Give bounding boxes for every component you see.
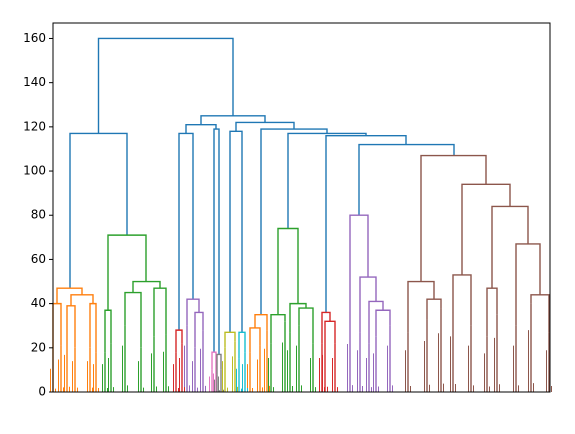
- link: [375, 309, 391, 337]
- link: [194, 311, 204, 348]
- link: [224, 331, 236, 348]
- link: [132, 280, 161, 293]
- link: [238, 331, 246, 359]
- link: [97, 37, 234, 134]
- link: [186, 298, 200, 326]
- link: [69, 132, 128, 289]
- link: [486, 287, 498, 337]
- link: [124, 291, 142, 348]
- y-tick-label: 40: [31, 296, 46, 310]
- link: [89, 302, 97, 353]
- link: [235, 121, 295, 132]
- link: [324, 320, 336, 344]
- link: [298, 307, 314, 344]
- link: [491, 205, 529, 289]
- link: [260, 128, 328, 315]
- y-tick-label: 80: [31, 208, 46, 222]
- y-tick-label: 0: [38, 385, 46, 399]
- y-tick-label: 120: [23, 119, 46, 133]
- link: [270, 313, 286, 344]
- link: [200, 115, 266, 125]
- link: [213, 128, 220, 355]
- y-tick-label: 60: [31, 252, 46, 266]
- link: [216, 353, 222, 375]
- link: [359, 276, 377, 333]
- link: [407, 280, 435, 333]
- link: [287, 132, 367, 229]
- link: [349, 214, 369, 324]
- y-tick-label: 140: [23, 75, 46, 89]
- link: [185, 123, 217, 134]
- link: [368, 300, 384, 344]
- plot-frame: [52, 22, 551, 393]
- link: [211, 351, 217, 370]
- dendrogram: [50, 37, 552, 392]
- link: [66, 305, 76, 348]
- y-tick-label: 100: [23, 164, 46, 178]
- link: [358, 143, 455, 216]
- link: [461, 183, 511, 275]
- y-tick-label: 160: [23, 31, 46, 45]
- link: [420, 154, 487, 282]
- link: [70, 294, 94, 306]
- link: [107, 234, 147, 311]
- link: [530, 294, 550, 333]
- link: [515, 243, 541, 326]
- link: [178, 132, 194, 331]
- link: [175, 329, 183, 353]
- link: [254, 313, 268, 331]
- link: [325, 134, 407, 313]
- link: [104, 309, 112, 353]
- y-tick-label: 20: [31, 340, 46, 354]
- link: [277, 227, 299, 315]
- link: [426, 298, 442, 320]
- link: [229, 130, 243, 333]
- link: [452, 274, 472, 326]
- link: [249, 327, 261, 353]
- link: [56, 287, 83, 304]
- link: [289, 302, 307, 333]
- link: [153, 287, 167, 337]
- link: [321, 311, 331, 344]
